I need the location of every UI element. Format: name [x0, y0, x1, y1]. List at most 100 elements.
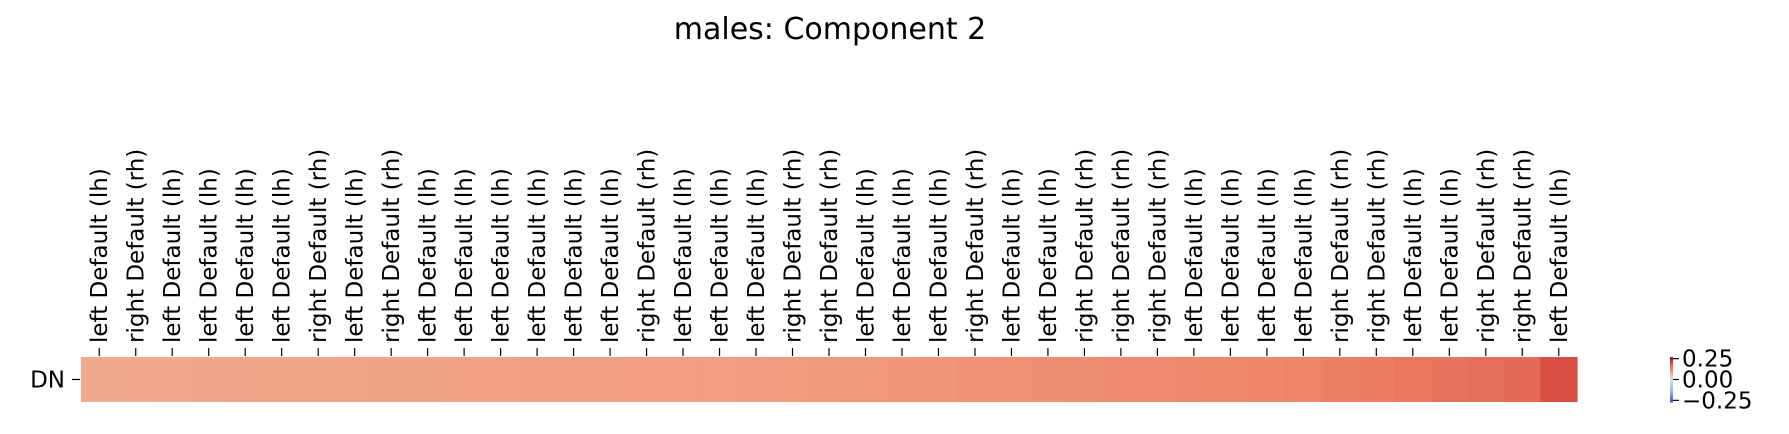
colorbar-segment	[1670, 388, 1673, 391]
heatmap-cell	[1504, 357, 1542, 402]
colorbar-segment	[1670, 394, 1673, 397]
x-tick-label: left Default (lh)	[598, 168, 624, 343]
x-tick-label: right Default (rh)	[635, 149, 661, 343]
x-tick-label: right Default (rh)	[1072, 149, 1098, 343]
x-tick-label: left Default (lh)	[270, 168, 296, 343]
colorbar-segment	[1670, 378, 1673, 380]
x-tick-label: right Default (rh)	[1145, 149, 1171, 343]
x-tick-label: left Default (lh)	[1437, 168, 1463, 343]
x-tick-label: right Default (rh)	[781, 149, 807, 343]
x-tick-label: left Default (lh)	[343, 168, 369, 343]
colorbar-segment	[1670, 400, 1673, 403]
x-tick-label: right Default (rh)	[306, 149, 332, 343]
colorbar-segment	[1670, 397, 1673, 400]
heatmap-cell	[1029, 357, 1067, 402]
colorbar-segment	[1670, 375, 1673, 377]
heatmap-cell	[701, 357, 739, 402]
heatmap-cell	[336, 357, 374, 402]
x-tick-label: right Default (rh)	[1328, 149, 1354, 343]
colorbar-segment	[1670, 363, 1673, 365]
heatmap-cell	[226, 357, 265, 402]
x-tick-label: left Default (lh)	[416, 168, 442, 343]
colorbar-tick-label: −0.25	[1682, 388, 1752, 414]
heatmap-cell	[664, 357, 702, 402]
colorbar-segment	[1670, 379, 1673, 382]
x-tick-label: left Default (lh)	[87, 168, 113, 343]
x-tick-label: left Default (lh)	[160, 168, 186, 343]
x-tick-label: left Default (lh)	[1547, 168, 1573, 343]
colorbar-segment	[1670, 382, 1673, 385]
colorbar-segment	[1670, 372, 1673, 374]
x-tick-label: left Default (lh)	[926, 168, 952, 343]
heatmap-cell	[847, 357, 885, 402]
x-tick-label: right Default (rh)	[1510, 149, 1536, 343]
x-tick-label: left Default (lh)	[562, 168, 588, 343]
colorbar-segment	[1670, 385, 1673, 388]
colorbar-segment	[1670, 381, 1673, 383]
heatmap-cell	[883, 357, 921, 402]
colorbar-tick-label: 0.00	[1682, 368, 1733, 394]
heatmap-cell	[299, 357, 338, 402]
colorbar-segment	[1670, 393, 1673, 395]
colorbar-segment	[1670, 360, 1673, 362]
colorbar-segment	[1670, 387, 1673, 389]
heatmap-cell	[1102, 357, 1140, 402]
heatmap-cell	[1248, 357, 1286, 402]
heatmap-cell	[555, 357, 593, 402]
colorbar-segment	[1670, 373, 1673, 376]
heatmap-cell	[774, 357, 812, 402]
x-tick-label: left Default (lh)	[525, 168, 551, 343]
y-tick-label: DN	[30, 368, 65, 394]
heatmap-cell	[445, 357, 483, 402]
colorbar-segment	[1670, 399, 1673, 401]
colorbar-segment	[1670, 396, 1673, 398]
heatmap-cell	[1321, 357, 1359, 402]
heatmap-cell	[993, 357, 1031, 402]
colorbar-segment	[1670, 370, 1673, 373]
heatmap-cell	[1139, 357, 1177, 402]
x-tick-label: left Default (lh)	[489, 168, 515, 343]
colorbar-segment	[1670, 366, 1673, 368]
x-tick-label: left Default (lh)	[744, 168, 770, 343]
chart-title: males: Component 2	[673, 12, 987, 47]
heatmap-cell	[737, 357, 775, 402]
x-tick-label: left Default (lh)	[1218, 168, 1244, 343]
heatmap-cell	[372, 357, 410, 402]
x-tick-label: left Default (lh)	[233, 168, 259, 343]
heatmap-cell	[1394, 357, 1432, 402]
heatmap-cell	[956, 357, 994, 402]
colorbar-segment	[1670, 390, 1673, 392]
heatmap-cell	[1467, 357, 1505, 402]
heatmap-cell	[153, 357, 192, 402]
x-tick-label: left Default (lh)	[708, 168, 734, 343]
heatmap-cell	[117, 357, 155, 402]
x-tick-label: right Default (rh)	[1109, 149, 1135, 343]
x-tick-label: left Default (lh)	[452, 168, 478, 343]
heatmap-cell	[628, 357, 666, 402]
x-tick-label: right Default (rh)	[963, 149, 989, 343]
heatmap-cell	[920, 357, 958, 402]
x-tick-label: left Default (lh)	[999, 168, 1025, 343]
x-tick-label: left Default (lh)	[1401, 168, 1427, 343]
x-tick-label: right Default (rh)	[124, 149, 150, 343]
x-tick-label: right Default (rh)	[817, 149, 843, 343]
colorbar-segment	[1670, 367, 1673, 370]
x-tick-label: left Default (lh)	[1036, 168, 1062, 343]
heatmap-cell	[1175, 357, 1213, 402]
x-tick-label: left Default (lh)	[197, 168, 223, 343]
heatmap-cell	[409, 357, 447, 402]
heatmap-cell	[591, 357, 629, 402]
colorbar-segment	[1670, 364, 1673, 367]
x-tick-label: right Default (rh)	[379, 149, 405, 343]
heatmap-cell	[482, 357, 520, 402]
heatmap-cell	[190, 357, 228, 402]
heatmap-cell	[81, 357, 119, 402]
x-tick-label: left Default (lh)	[890, 168, 916, 343]
colorbar-segment	[1670, 384, 1673, 386]
colorbar-segment	[1670, 361, 1673, 364]
x-tick-label: right Default (rh)	[1364, 149, 1390, 343]
heatmap-cell	[1212, 357, 1250, 402]
x-tick-label: right Default (rh)	[1474, 149, 1500, 343]
colorbar-segment	[1670, 357, 1673, 359]
